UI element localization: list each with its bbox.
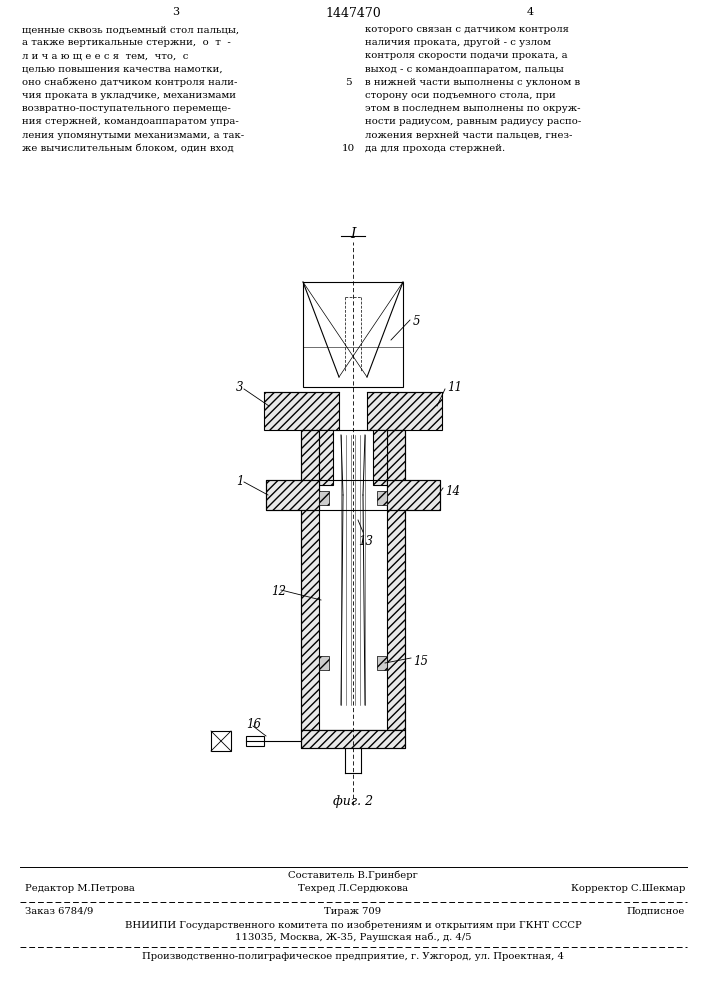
Text: 5: 5 [345,78,351,87]
Bar [319,656,329,670]
Text: возвратно-поступательного перемеще-: возвратно-поступательного перемеще- [22,104,230,113]
Text: 11: 11 [447,381,462,394]
Text: ВНИИПИ Государственного комитета по изобретениям и открытиям при ГКНТ СССР: ВНИИПИ Государственного комитета по изоб… [124,920,581,930]
Text: 113035, Москва, Ж-35, Раушская наб., д. 4/5: 113035, Москва, Ж-35, Раушская наб., д. … [235,933,472,942]
Bar [211,731,231,751]
Bar [319,491,329,505]
Text: этом в последнем выполнены по окруж-: этом в последнем выполнены по окруж- [365,104,580,113]
Text: 16: 16 [246,718,261,731]
Bar [387,430,405,730]
Text: 1447470: 1447470 [325,7,381,20]
Bar [377,491,387,505]
Bar [264,392,339,430]
Text: ления упомянутыми механизмами, а так-: ления упомянутыми механизмами, а так- [22,131,244,140]
Text: 12: 12 [271,585,286,598]
Text: Техред Л.Сердюкова: Техред Л.Сердюкова [298,884,408,893]
Bar [301,730,405,748]
Text: оно снабжено датчиком контроля нали-: оно снабжено датчиком контроля нали- [22,78,238,87]
Text: Подписное: Подписное [626,907,685,916]
Bar [266,480,319,510]
Text: ности радиусом, равным радиусу распо-: ности радиусом, равным радиусу распо- [365,117,581,126]
Text: 13: 13 [358,535,373,548]
Text: щенные сквозь подъемный стол пальцы,: щенные сквозь подъемный стол пальцы, [22,25,239,34]
Text: наличия проката, другой - с узлом: наличия проката, другой - с узлом [365,38,551,47]
Bar [319,430,333,485]
Text: выход - с командоаппаратом, пальцы: выход - с командоаппаратом, пальцы [365,65,563,74]
Text: же вычислительным блоком, один вход: же вычислительным блоком, один вход [22,144,233,153]
Text: 14: 14 [445,485,460,498]
Text: ложения верхней части пальцев, гнез-: ложения верхней части пальцев, гнез- [365,131,573,140]
Text: Заказ 6784/9: Заказ 6784/9 [25,907,93,916]
Text: 1: 1 [236,475,243,488]
Text: контроля скорости подачи проката, а: контроля скорости подачи проката, а [365,51,568,60]
Text: сторону оси подъемного стола, при: сторону оси подъемного стола, при [365,91,556,100]
Bar [367,392,442,430]
Text: 10: 10 [341,144,355,153]
Bar [301,430,319,730]
Text: целью повышения качества намотки,: целью повышения качества намотки, [22,65,223,74]
Text: 4: 4 [527,7,534,17]
Text: а также вертикальные стержни,  о  т  -: а также вертикальные стержни, о т - [22,38,230,47]
Text: 3: 3 [236,381,243,394]
Text: 15: 15 [413,655,428,668]
Bar [301,730,405,748]
Text: л и ч а ю щ е е с я  тем,  что,  с: л и ч а ю щ е е с я тем, что, с [22,51,188,60]
Text: 5: 5 [413,315,421,328]
Text: ния стержней, командоаппаратом упра-: ния стержней, командоаппаратом упра- [22,117,239,126]
Text: Корректор С.Шекмар: Корректор С.Шекмар [571,884,685,893]
Text: Производственно-полиграфическое предприятие, г. Ужгород, ул. Проектная, 4: Производственно-полиграфическое предприя… [142,952,564,961]
Bar [373,430,387,485]
Bar [266,480,440,510]
Text: чия проката в укладчике, механизмами: чия проката в укладчике, механизмами [22,91,236,100]
Bar [387,480,440,510]
Text: да для прохода стержней.: да для прохода стержней. [365,144,506,153]
Text: Составитель В.Гринберг: Составитель В.Гринберг [288,871,418,880]
Bar [303,282,403,387]
Bar [246,736,264,746]
Text: которого связан с датчиком контроля: которого связан с датчиком контроля [365,25,569,34]
Text: фиг. 2: фиг. 2 [333,795,373,808]
Text: I: I [350,227,356,241]
Bar [377,656,387,670]
Bar [301,430,405,730]
Text: 3: 3 [173,7,180,17]
Text: Редактор М.Петрова: Редактор М.Петрова [25,884,135,893]
Text: Тираж 709: Тираж 709 [325,907,382,916]
Text: в нижней части выполнены с уклоном в: в нижней части выполнены с уклоном в [365,78,580,87]
